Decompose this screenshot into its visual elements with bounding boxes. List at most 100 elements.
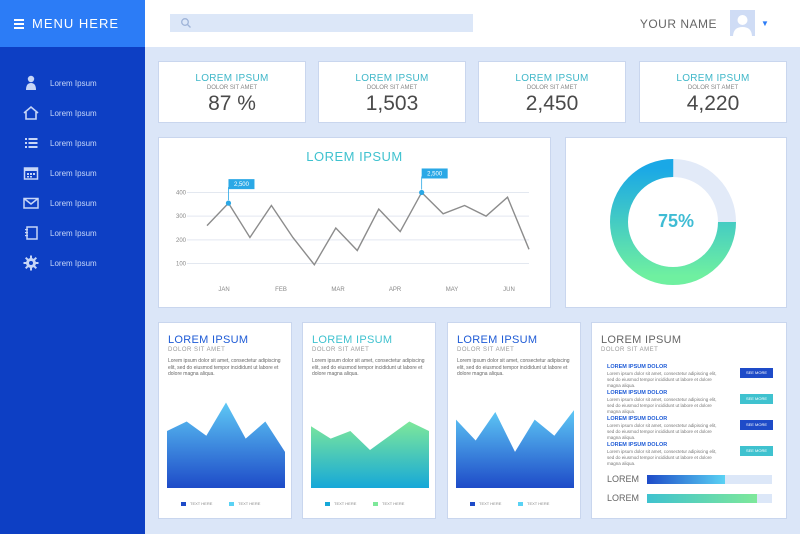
stat-subtitle: DOLOR SIT AMET bbox=[687, 85, 739, 91]
legend-item: TEXT HERE bbox=[470, 501, 501, 506]
stat-value: 4,220 bbox=[686, 92, 740, 115]
menu-header[interactable]: MENU HERE bbox=[0, 0, 145, 47]
x-tick-label: FEB bbox=[275, 287, 287, 293]
stat-title: LOREM IPSUM bbox=[676, 73, 750, 84]
list-item-text: Lorem ipsum dolor sit amet, consectetur … bbox=[607, 423, 717, 440]
stat-value: 2,450 bbox=[525, 92, 579, 115]
area-card-body: Lorem ipsum dolor sit amet, consectetur … bbox=[168, 358, 281, 377]
notebook-icon bbox=[25, 226, 38, 240]
legend-item: TEXT HERE bbox=[518, 501, 549, 506]
area-chart bbox=[311, 421, 429, 488]
list-item-heading: LOREM IPSUM DOLOR bbox=[607, 416, 668, 422]
legend-swatch bbox=[373, 501, 378, 506]
legend-label: TEXT HERE bbox=[190, 501, 213, 506]
legend-item: TEXT HERE bbox=[181, 501, 212, 506]
legend-label: TEXT HERE bbox=[382, 501, 405, 506]
user-avatar-icon bbox=[733, 15, 752, 36]
list-item: LOREM IPSUM DOLOR Lorem ipsum dolor sit … bbox=[607, 364, 777, 389]
legend-label: TEXT HERE bbox=[334, 501, 357, 506]
area-card-title: LOREM IPSUM bbox=[312, 334, 393, 346]
see-more-button[interactable]: SEE MORE bbox=[740, 368, 773, 378]
list-item-text: Lorem ipsum dolor sit amet, consectetur … bbox=[607, 449, 717, 466]
user-name[interactable]: YOUR NAME bbox=[639, 17, 717, 31]
gear-icon bbox=[23, 255, 39, 271]
list-item: LOREM IPSUM DOLOR Lorem ipsum dolor sit … bbox=[607, 416, 777, 441]
x-tick-label: JAN bbox=[218, 287, 229, 293]
area-series bbox=[167, 402, 285, 488]
stat-card: LOREM IPSUM DOLOR SIT AMET 2,450 bbox=[478, 61, 626, 123]
sidebar-item-mail[interactable]: Lorem Ipsum bbox=[22, 193, 97, 213]
donut-card: 75% bbox=[565, 137, 787, 308]
donut-percent-label: 75% bbox=[657, 211, 695, 231]
line-chart: 100 200 300 400 JAN FEB MAR APR MAY JUN 2,500 2,500 bbox=[176, 168, 530, 293]
sidebar-item-calendar[interactable]: Lorem Ipsum bbox=[22, 163, 97, 183]
data-point[interactable] bbox=[419, 189, 425, 196]
area-series bbox=[311, 421, 429, 488]
stat-title: LOREM IPSUM bbox=[355, 73, 429, 84]
line-chart-card: LOREM IPSUM 100 200 300 400 JAN FEB MAR APR MAY J… bbox=[158, 137, 551, 308]
legend-swatch bbox=[325, 501, 330, 506]
progress-label: LOREM bbox=[607, 493, 640, 503]
list-card-subtitle: DOLOR SIT AMET bbox=[601, 347, 659, 353]
area-card-subtitle: DOLOR SIT AMET bbox=[457, 347, 515, 353]
see-more-button[interactable]: SEE MORE bbox=[740, 394, 773, 404]
x-tick-label: JUN bbox=[503, 287, 515, 293]
sidebar-item-label: Lorem Ipsum bbox=[50, 138, 97, 148]
home-icon bbox=[23, 105, 39, 120]
stat-card: LOREM IPSUM DOLOR SIT AMET 1,503 bbox=[318, 61, 466, 123]
list-item: LOREM IPSUM DOLOR Lorem ipsum dolor sit … bbox=[607, 442, 777, 467]
y-tick-label: 200 bbox=[176, 238, 187, 244]
list-item: LOREM IPSUM DOLOR Lorem ipsum dolor sit … bbox=[607, 390, 777, 415]
list-card: LOREM IPSUM DOLOR SIT AMET LOREM IPSUM D… bbox=[591, 322, 787, 519]
area-chart bbox=[456, 410, 574, 488]
progress-fill bbox=[647, 493, 757, 503]
sidebar-item-home[interactable]: Lorem Ipsum bbox=[22, 103, 97, 123]
legend-swatch bbox=[229, 501, 234, 506]
sidebar-item-label: Lorem Ipsum bbox=[50, 168, 97, 178]
progress-track bbox=[647, 474, 772, 484]
area-card: LOREM IPSUM DOLOR SIT AMET Lorem ipsum d… bbox=[158, 322, 292, 519]
callout-badge bbox=[228, 179, 255, 190]
see-more-button[interactable]: SEE MORE bbox=[740, 420, 773, 430]
sidebar-item-notebook[interactable]: Lorem Ipsum bbox=[22, 223, 97, 243]
progress-fill bbox=[647, 474, 725, 484]
legend-item: TEXT HERE bbox=[325, 501, 356, 506]
area-card-subtitle: DOLOR SIT AMET bbox=[312, 347, 370, 353]
area-card-subtitle: DOLOR SIT AMET bbox=[168, 347, 226, 353]
y-tick-label: 300 bbox=[176, 214, 187, 220]
x-tick-label: APR bbox=[389, 287, 402, 293]
sidebar-item-user[interactable]: Lorem Ipsum bbox=[22, 73, 97, 93]
search-input[interactable] bbox=[170, 14, 473, 32]
chevron-down-icon[interactable]: ▼ bbox=[761, 19, 769, 28]
sidebar-item-list[interactable]: Lorem Ipsum bbox=[22, 133, 97, 153]
sidebar-item-label: Lorem Ipsum bbox=[50, 78, 97, 88]
stat-value: 87 % bbox=[208, 92, 256, 115]
sidebar-item-label: Lorem Ipsum bbox=[50, 228, 97, 238]
list-item-text: Lorem ipsum dolor sit amet, consectetur … bbox=[607, 371, 717, 388]
menu-title: MENU HERE bbox=[32, 16, 120, 31]
stat-title: LOREM IPSUM bbox=[515, 73, 589, 84]
x-tick-label: MAY bbox=[446, 287, 459, 293]
calendar-icon bbox=[23, 167, 39, 180]
avatar[interactable] bbox=[730, 10, 755, 36]
stat-subtitle: DOLOR SIT AMET bbox=[526, 85, 578, 91]
area-card-title: LOREM IPSUM bbox=[168, 334, 249, 346]
user-icon bbox=[26, 75, 36, 90]
legend-label: TEXT HERE bbox=[479, 501, 502, 506]
legend-label: TEXT HERE bbox=[527, 501, 550, 506]
see-more-button[interactable]: SEE MORE bbox=[740, 446, 773, 456]
area-chart bbox=[167, 402, 285, 488]
list-item-heading: LOREM IPSUM DOLOR bbox=[607, 442, 668, 448]
hamburger-icon[interactable] bbox=[14, 19, 24, 29]
stat-subtitle: DOLOR SIT AMET bbox=[206, 85, 258, 91]
stat-title: LOREM IPSUM bbox=[195, 73, 269, 84]
legend-swatch bbox=[470, 501, 475, 506]
y-tick-label: 400 bbox=[176, 190, 187, 196]
sidebar-item-settings[interactable]: Lorem Ipsum bbox=[22, 253, 97, 273]
line-series bbox=[206, 191, 530, 266]
area-card-title: LOREM IPSUM bbox=[457, 334, 538, 346]
list-icon bbox=[25, 138, 38, 148]
legend-item: TEXT HERE bbox=[229, 501, 260, 506]
data-point[interactable] bbox=[225, 200, 232, 206]
area-card: LOREM IPSUM DOLOR SIT AMET Lorem ipsum d… bbox=[447, 322, 581, 519]
